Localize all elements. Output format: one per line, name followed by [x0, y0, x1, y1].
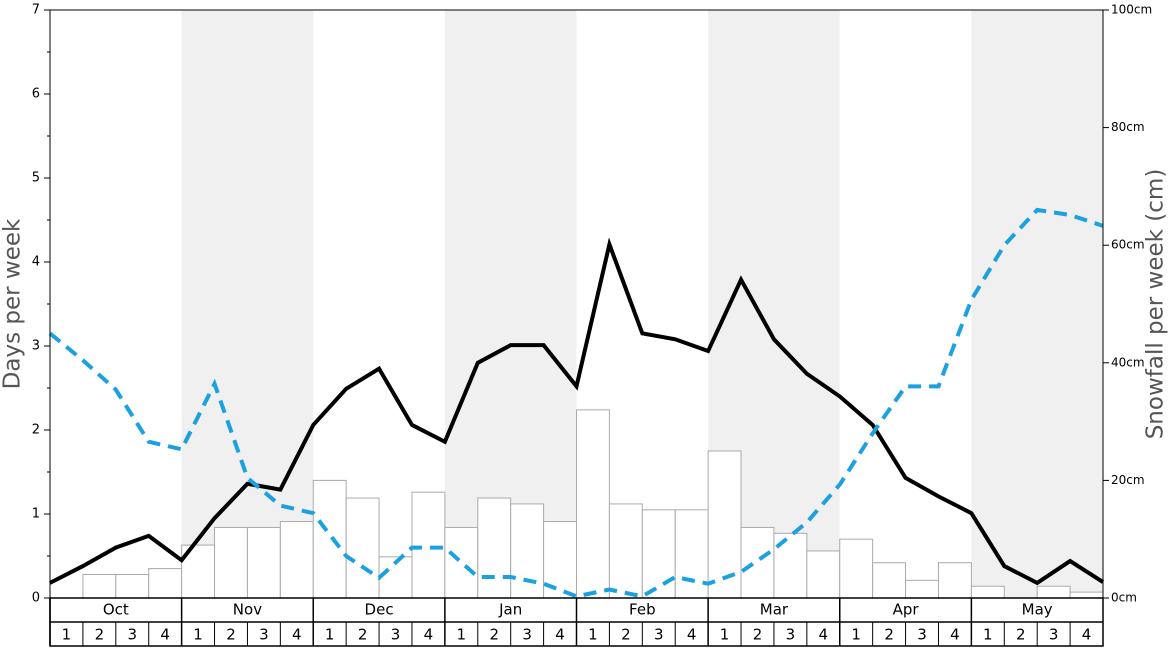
week-label: 3	[917, 626, 927, 644]
week-label: 1	[720, 626, 730, 644]
y-axis-title: Days per week	[0, 218, 26, 389]
y-tick-label: 1	[32, 507, 40, 522]
y-tick-label: 6	[32, 87, 40, 102]
week-label: 4	[292, 626, 302, 644]
month-label: Oct	[103, 601, 129, 619]
bar	[839, 538, 874, 599]
bar	[707, 450, 742, 599]
bar	[576, 409, 610, 599]
y2-tick-label: 80cm	[1111, 120, 1145, 134]
month-label: Nov	[233, 601, 262, 619]
y2-tick-label: 0cm	[1111, 591, 1137, 605]
month-label: Dec	[365, 601, 394, 619]
week-label: 2	[753, 626, 763, 644]
month-shade	[971, 10, 1103, 598]
week-label: 1	[588, 626, 598, 644]
week-label: 2	[621, 626, 631, 644]
week-label: 2	[1016, 626, 1026, 644]
bar	[872, 562, 907, 599]
y-tick-label: 0	[32, 591, 40, 606]
bar	[937, 562, 972, 599]
y-tick-label: 2	[32, 423, 40, 438]
y2-tick-label: 60cm	[1111, 238, 1145, 252]
bar	[1036, 585, 1071, 599]
bar	[641, 509, 676, 599]
y2-tick-label: 20cm	[1111, 473, 1145, 487]
bar	[608, 503, 643, 599]
week-label: 3	[654, 626, 664, 644]
week-label: 4	[950, 626, 960, 644]
bar	[477, 497, 512, 599]
week-label: 3	[522, 626, 532, 644]
bar	[444, 526, 479, 599]
y2-axis-title: Snowfall per week (cm)	[1143, 169, 1168, 440]
y-tick-label: 4	[32, 255, 40, 270]
week-label: 3	[391, 626, 401, 644]
week-label: 1	[457, 626, 467, 644]
week-label: 3	[127, 626, 137, 644]
week-label: 1	[851, 626, 861, 644]
week-label: 3	[259, 626, 269, 644]
week-label: 4	[819, 626, 829, 644]
y-tick-label: 5	[32, 171, 40, 186]
bar	[905, 579, 939, 599]
bar	[740, 526, 775, 599]
bar	[279, 521, 314, 599]
week-label: 2	[358, 626, 368, 644]
week-label: 4	[687, 626, 697, 644]
week-label: 3	[1049, 626, 1059, 644]
week-label: 2	[884, 626, 894, 644]
y-tick-label: 3	[32, 339, 40, 354]
bar	[806, 550, 841, 599]
bar	[82, 573, 117, 599]
bar	[115, 573, 150, 599]
bar	[674, 509, 709, 599]
week-label: 2	[226, 626, 236, 644]
bar	[312, 479, 347, 599]
bar	[1069, 591, 1104, 599]
line	[49, 237, 1105, 586]
background	[181, 10, 1103, 598]
week-label: 1	[983, 626, 993, 644]
week-label: 2	[95, 626, 105, 644]
week-label: 2	[489, 626, 499, 644]
bar	[214, 526, 248, 599]
month-label: Feb	[629, 601, 656, 619]
week-label: 3	[786, 626, 796, 644]
month-label: Apr	[893, 601, 920, 619]
week-label: 1	[193, 626, 203, 644]
month-label: May	[1022, 601, 1053, 619]
week-label: 1	[62, 626, 72, 644]
bar	[970, 585, 1005, 599]
month-shade	[181, 10, 314, 598]
bar	[510, 503, 545, 599]
week-label: 1	[325, 626, 335, 644]
y2-tick-label: 100cm	[1111, 3, 1152, 17]
week-label: 4	[424, 626, 434, 644]
bar	[148, 568, 183, 599]
bar	[345, 497, 380, 599]
y-tick-label: 7	[32, 3, 40, 18]
bar	[246, 526, 281, 599]
bar	[411, 491, 446, 599]
month-label: Jan	[498, 601, 522, 619]
week-label: 4	[160, 626, 170, 644]
week-label: 4	[555, 626, 565, 644]
week-label: 4	[1082, 626, 1092, 644]
y2-tick-label: 40cm	[1111, 355, 1145, 369]
month-label: Mar	[760, 601, 789, 619]
